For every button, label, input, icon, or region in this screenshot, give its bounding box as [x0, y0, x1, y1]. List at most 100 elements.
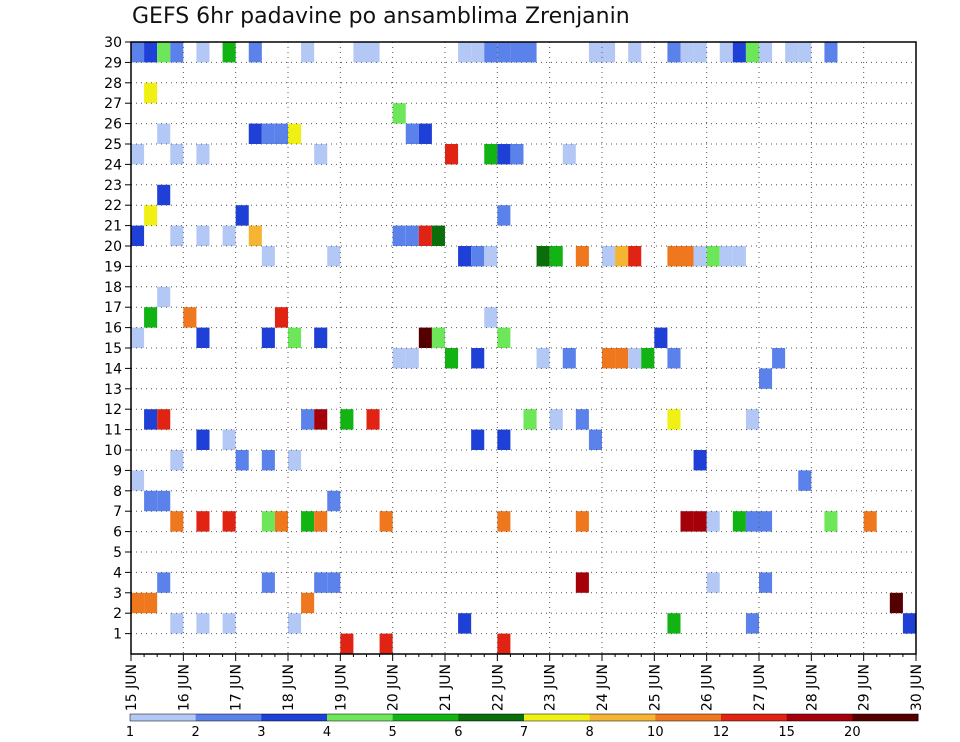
heatmap-cell	[274, 123, 288, 144]
heatmap-cell	[301, 42, 315, 63]
heatmap-cell	[628, 42, 642, 63]
heatmap-cell	[340, 633, 354, 654]
heatmap-cell	[196, 511, 210, 532]
x-tick-label: 30 JUN	[909, 664, 925, 711]
heatmap-cell	[798, 42, 812, 63]
colorbar-segment	[655, 714, 722, 721]
heatmap-cell	[366, 409, 380, 430]
heatmap-cell	[196, 42, 210, 63]
heatmap-cell	[484, 246, 498, 267]
heatmap-cell	[719, 246, 733, 267]
heatmap-cell	[667, 348, 681, 369]
heatmap-cell	[261, 572, 275, 593]
heatmap-cell	[314, 409, 328, 430]
heatmap-cell	[523, 409, 537, 430]
heatmap-cell	[170, 613, 184, 634]
heatmap-cell	[693, 42, 707, 63]
heatmap-cell	[719, 42, 733, 63]
heatmap-cell	[575, 511, 589, 532]
colorbar-segment	[589, 714, 656, 721]
colorbar-label: 4	[323, 725, 331, 740]
heatmap-cell	[588, 429, 602, 450]
heatmap-cell	[301, 409, 315, 430]
heatmap-cell	[379, 511, 393, 532]
heatmap-cell	[562, 348, 576, 369]
heatmap-cell	[170, 225, 184, 246]
heatmap-cell	[536, 348, 550, 369]
heatmap-cell	[248, 225, 262, 246]
heatmap-cell	[654, 327, 668, 348]
heatmap-cell	[405, 225, 419, 246]
heatmap-cell	[431, 225, 445, 246]
heatmap-cell	[288, 450, 302, 471]
heatmap-cell	[484, 307, 498, 328]
y-tick-label: 19	[104, 259, 122, 275]
y-tick-label: 27	[104, 96, 122, 112]
heatmap-cell	[131, 42, 145, 63]
heatmap-cell	[392, 225, 406, 246]
y-tick-label: 21	[104, 219, 122, 235]
heatmap-cell	[706, 511, 720, 532]
heatmap-cell	[667, 42, 681, 63]
y-tick-label: 4	[113, 565, 122, 581]
heatmap-cell	[170, 511, 184, 532]
heatmap-cell	[745, 511, 759, 532]
heatmap-cell	[157, 490, 171, 512]
heatmap-cell	[261, 511, 275, 532]
heatmap-cell	[379, 633, 393, 654]
colorbar-segment	[392, 714, 459, 721]
heatmap-cell	[248, 42, 262, 63]
heatmap-cell	[536, 246, 550, 267]
heatmap-cell	[732, 246, 746, 267]
y-tick-label: 17	[104, 300, 122, 316]
heatmap-cell	[693, 450, 707, 471]
heatmap-cell	[471, 42, 485, 63]
heatmap-cell	[706, 572, 720, 593]
heatmap-cell	[131, 470, 145, 491]
colorbar-segment	[524, 714, 591, 721]
heatmap-cell	[170, 42, 184, 63]
x-tick-label: 26 JUN	[700, 664, 716, 711]
y-tick-label: 30	[104, 35, 122, 51]
heatmap-cell	[902, 613, 916, 634]
heatmap-cell	[157, 572, 171, 593]
colorbar-segment	[195, 714, 262, 721]
heatmap-cell	[222, 613, 236, 634]
heatmap-cell	[458, 613, 472, 634]
y-tick-label: 18	[104, 280, 122, 296]
heatmap-cell	[693, 246, 707, 267]
y-tick-label: 29	[104, 55, 122, 71]
colorbar-label: 20	[844, 725, 861, 740]
heatmap-cell	[222, 225, 236, 246]
x-tick-label: 25 JUN	[647, 664, 663, 711]
x-tick-label: 17 JUN	[229, 664, 245, 711]
heatmap-cell	[196, 327, 210, 348]
heatmap-cell	[405, 348, 419, 369]
heatmap-cell	[327, 490, 341, 512]
heatmap-cell	[732, 511, 746, 532]
heatmap-cell	[170, 450, 184, 471]
y-tick-label: 12	[104, 402, 122, 418]
heatmap-cell	[497, 633, 511, 654]
heatmap-cell	[549, 246, 563, 267]
heatmap-cell	[575, 409, 589, 430]
heatmap-cell	[706, 246, 720, 267]
heatmap-cell	[235, 205, 249, 226]
x-tick-label: 16 JUN	[176, 664, 192, 711]
heatmap-cell	[759, 42, 773, 63]
heatmap-cell	[759, 511, 773, 532]
heatmap-cell	[667, 613, 681, 634]
heatmap-cell	[785, 42, 799, 63]
heatmap-cell	[157, 42, 171, 63]
heatmap-cell	[366, 42, 380, 63]
y-tick-label: 2	[113, 606, 122, 622]
colorbar-segment	[852, 714, 919, 721]
y-tick-label: 13	[104, 382, 122, 398]
y-tick-label: 10	[104, 443, 122, 459]
heatmap-cell	[628, 348, 642, 369]
heatmap-cell	[157, 184, 171, 206]
heatmap-cell	[445, 348, 459, 369]
y-tick-label: 16	[104, 321, 122, 337]
colorbar-segment	[130, 714, 197, 721]
x-tick-label: 18 JUN	[281, 664, 297, 711]
